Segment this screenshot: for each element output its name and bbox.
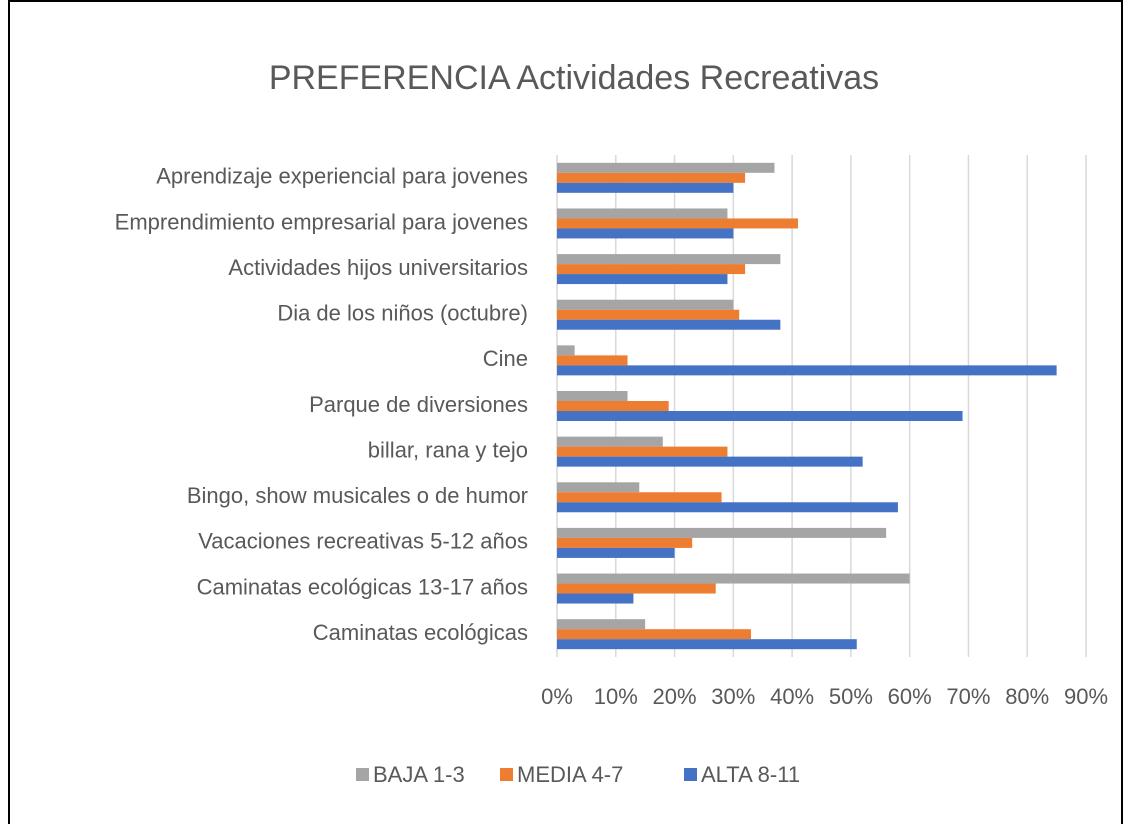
bar [557,355,628,366]
bar [557,446,728,457]
x-tick-label: 70% [946,684,990,709]
y-tick-label: Actividades hijos universitarios [228,255,528,280]
legend-label: MEDIA 4-7 [517,762,623,787]
bar [557,401,669,411]
y-tick-label: Parque de diversiones [309,392,528,417]
legend-swatch [684,768,697,781]
legend-swatch [356,768,369,781]
bar [557,502,898,513]
bar [557,365,1057,376]
bar [557,619,646,630]
y-tick-label: Caminatas ecológicas [313,620,528,645]
bar [557,411,963,421]
bar [557,309,740,320]
bar [557,299,734,310]
bar [557,319,781,330]
x-tick-label: 80% [1005,684,1049,709]
bar [557,639,857,650]
bar [557,573,910,584]
y-tick-label: Bingo, show musicales o de humor [187,483,528,508]
y-tick-label: Emprendimiento empresarial para jovenes [115,209,528,234]
bar [557,254,781,265]
bar [557,482,640,493]
bar [557,436,663,447]
bar [557,629,751,640]
legend-label: ALTA 8-11 [701,762,800,787]
bar [557,172,746,183]
y-tick-label: Aprendizaje experiencial para jovenes [156,164,528,189]
x-tick-label: 20% [653,684,697,709]
bar [557,218,798,229]
y-tick-label: billar, rana y tejo [368,437,528,462]
bar [557,593,634,604]
bar [557,182,734,193]
x-tick-label: 10% [594,684,638,709]
bar [557,547,675,558]
y-tick-label: Cine [483,346,528,371]
bar [557,492,722,503]
bar [557,345,575,356]
chart-border [8,0,1123,824]
x-tick-label: 40% [770,684,814,709]
chart-title: PREFERENCIA Actividades Recreativas [269,59,879,97]
legend-label: BAJA 1-3 [373,762,465,787]
legend-swatch [500,768,513,781]
x-tick-label: 0% [541,684,573,709]
bar [557,162,775,173]
x-tick-label: 90% [1064,684,1108,709]
x-tick-label: 30% [711,684,755,709]
bar [557,537,693,548]
bar [557,274,728,285]
bar [557,391,628,401]
bar [557,208,728,219]
y-tick-label: Dia de los niños (octubre) [277,301,528,326]
x-tick-label: 60% [888,684,932,709]
x-tick-label: 50% [829,684,873,709]
y-tick-label: Vacaciones recreativas 5-12 años [198,529,528,554]
y-tick-label: Caminatas ecológicas 13-17 años [197,574,528,599]
bar [557,456,863,467]
bar [557,264,746,275]
bar [557,583,716,594]
bar [557,527,887,538]
bar [557,228,734,239]
